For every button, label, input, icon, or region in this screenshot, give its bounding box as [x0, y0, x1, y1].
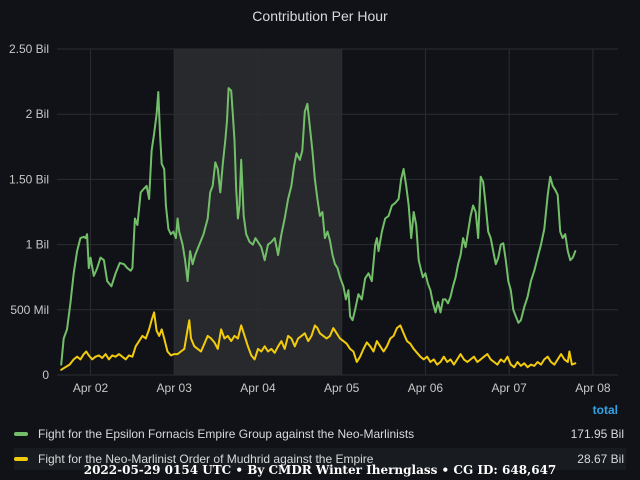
legend-header-total[interactable]: total	[592, 403, 618, 417]
y-tick-label: 2 Bil	[26, 107, 49, 121]
chart-svg: Contribution Per Hour 0 500 Mil 1 Bil 1.50 …	[9, 8, 618, 395]
footer-credit: 2022-05-29 0154 UTC • By CMDR Winter Ihe…	[83, 463, 557, 477]
chart-title: Contribution Per Hour	[252, 8, 388, 24]
x-tick-label: Apr 03	[157, 381, 193, 395]
legend: total Fight for the Epsilon Fornacis Emp…	[0, 400, 640, 470]
x-tick-label: Apr 06	[408, 381, 444, 395]
x-tick-label: Apr 08	[575, 381, 611, 395]
legend-swatch-green	[14, 432, 28, 436]
x-tick-label: Apr 05	[324, 381, 360, 395]
y-tick-label: 1.50 Bil	[9, 172, 49, 186]
series-line-epsilon-fornacis	[60, 87, 577, 366]
series-line-neo-marlinist	[60, 311, 577, 371]
y-tick-label: 500 Mil	[10, 303, 49, 317]
legend-item-neo-marlinist[interactable]: Fight for the Neo-Marlinist Order of Mud…	[14, 448, 626, 470]
legend-swatch-yellow	[14, 457, 28, 461]
legend-item-label: Fight for the Epsilon Fornacis Empire Gr…	[38, 427, 415, 441]
legend-item-total: 28.67 Bil	[577, 452, 624, 466]
x-tick-label: Apr 07	[491, 381, 527, 395]
legend-item-total: 171.95 Bil	[570, 427, 624, 441]
y-tick-label: 0	[42, 368, 49, 382]
y-tick-label: 2.50 Bil	[9, 42, 49, 56]
x-tick-label: Apr 02	[73, 381, 109, 395]
x-tick-label: Apr 04	[240, 381, 276, 395]
y-tick-label: 1 Bil	[26, 238, 49, 252]
plot-area: 0 500 Mil 1 Bil 1.50 Bil 2 Bil 2.50 Bil Apr 02…	[9, 42, 618, 395]
legend-item-label: Fight for the Neo-Marlinist Order of Mud…	[38, 452, 374, 466]
legend-item-epsilon-fornacis[interactable]: Fight for the Epsilon Fornacis Empire Gr…	[14, 423, 626, 445]
